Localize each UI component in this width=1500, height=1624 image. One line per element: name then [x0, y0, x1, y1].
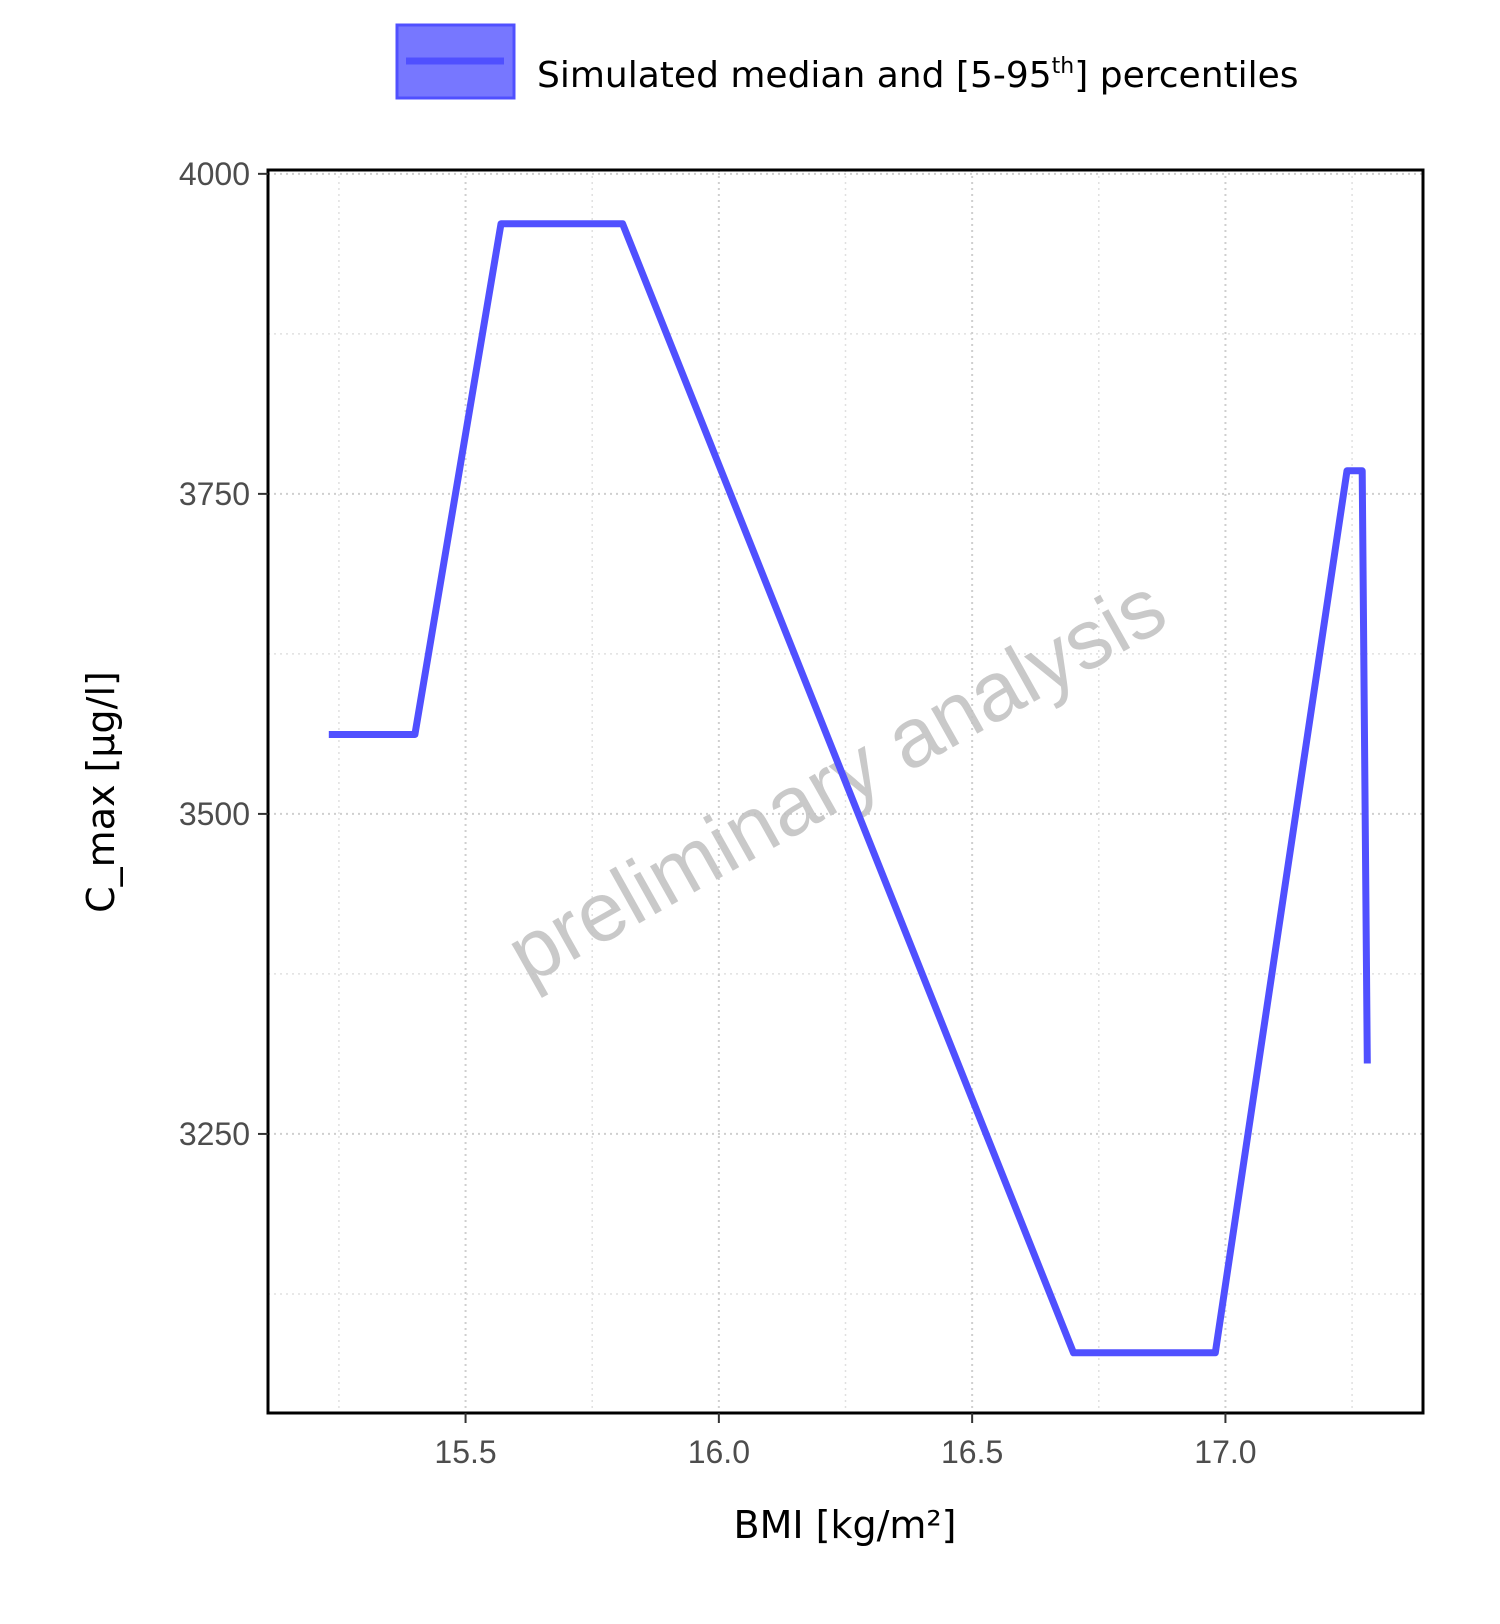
legend: Simulated median and [5-95th] percentile…: [395, 23, 1299, 100]
legend-label-suffix: ] percentiles: [1074, 55, 1298, 96]
x-axis-title: BMI [kg/m²]: [734, 1503, 957, 1547]
x-tick-label: 17.0: [1194, 1434, 1256, 1470]
grid-major: [268, 170, 1423, 1413]
y-tick-label: 3250: [179, 1116, 250, 1152]
panel-border: [266, 168, 1425, 1415]
y-axis-title: C_max [µg/l]: [79, 671, 123, 913]
x-tick-label: 16.5: [941, 1434, 1003, 1470]
y-tick-label: 3500: [179, 796, 250, 832]
x-tick-label: 16.0: [688, 1434, 750, 1470]
plot-panel: preliminary analysis: [266, 168, 1425, 1415]
y-tick-label: 4000: [179, 156, 250, 192]
y-tick-label: 3750: [179, 476, 250, 512]
series-layer: [328, 220, 1371, 1357]
x-tick-label: 15.5: [434, 1434, 496, 1470]
series-line-median: [328, 220, 1371, 1357]
legend-label: Simulated median and [5-95th] percentile…: [537, 54, 1299, 96]
legend-label-superscript: th: [1052, 54, 1075, 79]
legend-label-prefix: Simulated median and [5-95: [537, 55, 1052, 96]
x-axis: 15.5 16.0 16.5 17.0: [434, 1413, 1257, 1470]
watermark: preliminary analysis: [491, 558, 1180, 1001]
y-axis: 3250 3500 3750 4000: [179, 156, 268, 1152]
grid-minor: [268, 170, 1423, 1413]
